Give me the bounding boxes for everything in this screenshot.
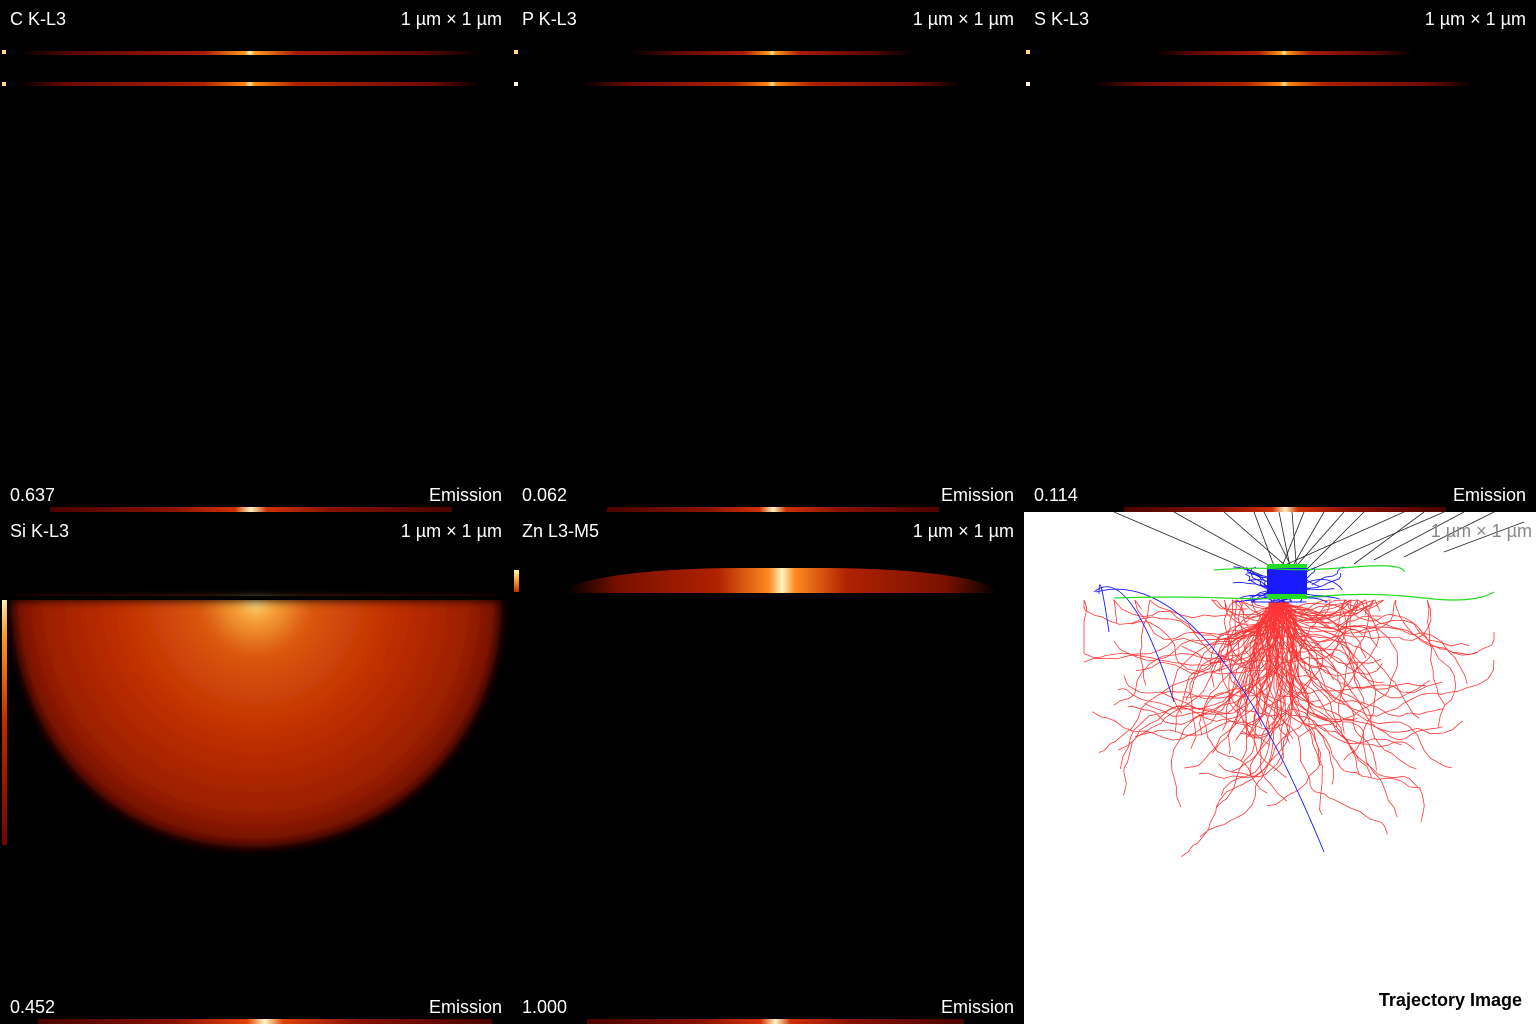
layer-marker xyxy=(1026,82,1030,86)
panel-scale: 1 µm × 1 µm xyxy=(400,9,502,29)
panel-p-k-l3: P K-L3 1 µm × 1 µm 0.062 Emission xyxy=(512,0,1024,512)
emission-layer-stripe xyxy=(1094,82,1474,86)
panel-zn-l3-m5: Zn L3-M5 1 µm × 1 µm 1.000 Emission xyxy=(512,512,1024,1024)
panel-c-k-l3: C K-L3 1 µm × 1 µm 0.637 Emission xyxy=(0,0,512,512)
panel-si-k-l3: Si K-L3 1 µm × 1 µm 0.452 Emissi xyxy=(0,512,512,1024)
panel-max-value: 0.637 xyxy=(10,485,56,505)
colorbar xyxy=(1124,507,1446,512)
colorbar-vertical xyxy=(2,600,7,845)
layer-marker xyxy=(2,82,6,86)
colorbar-vertical xyxy=(514,570,519,592)
panel-title: Zn L3-M5 xyxy=(522,521,600,541)
panel-max-value: 1.000 xyxy=(522,997,568,1017)
interface-marker xyxy=(1267,594,1307,599)
colorbar xyxy=(587,1019,964,1024)
layer-boundaries xyxy=(1113,565,1495,601)
trajectory-plot xyxy=(1083,512,1525,858)
beam-spot xyxy=(1267,567,1307,597)
panel-max-value: 0.114 xyxy=(1034,485,1078,505)
panel-mode: Emission xyxy=(1452,485,1526,505)
interaction-volume xyxy=(0,596,512,847)
emission-layer-stripe xyxy=(20,51,480,55)
panel-mode: Emission xyxy=(940,997,1014,1017)
panel-scale: 1 µm × 1 µm xyxy=(912,521,1014,541)
surface-marker xyxy=(1267,564,1307,568)
layer-marker xyxy=(1026,50,1030,54)
panel-max-value: 0.062 xyxy=(522,485,568,505)
electron-trajectories xyxy=(1083,598,1495,858)
panel-title: Si K-L3 xyxy=(10,521,70,541)
emission-layer-stripe xyxy=(20,82,480,86)
panel-s-k-l3: S K-L3 1 µm × 1 µm 0.114 Emission xyxy=(1024,0,1536,512)
trajectory-title: Trajectory Image xyxy=(1378,990,1522,1010)
panel-scale: 1 µm × 1 µm xyxy=(400,521,502,541)
panel-max-value: 0.452 xyxy=(10,997,56,1017)
panel-scale: 1 µm × 1 µm xyxy=(1430,521,1532,541)
panel-mode: Emission xyxy=(940,485,1014,505)
emission-layer-stripe xyxy=(632,51,912,55)
layer-marker xyxy=(2,50,6,54)
panel-title: C K-L3 xyxy=(10,9,67,29)
panel-title: S K-L3 xyxy=(1034,9,1090,29)
colorbar xyxy=(38,1019,492,1024)
beam-lines xyxy=(1113,512,1525,577)
panel-mode: Emission xyxy=(428,997,502,1017)
panel-mode: Emission xyxy=(428,485,502,505)
panel-scale: 1 µm × 1 µm xyxy=(1424,9,1526,29)
emission-layer-stripe xyxy=(1154,51,1414,55)
colorbar xyxy=(607,507,939,512)
trajectory-panel: 1 µm × 1 µm Trajectory Image xyxy=(1024,512,1536,1024)
colorbar xyxy=(50,507,452,512)
layer-marker xyxy=(514,50,518,54)
panel-title: P K-L3 xyxy=(522,9,577,29)
layer-marker xyxy=(514,82,518,86)
emission-layer-stripe xyxy=(582,82,962,86)
emission-layer-band xyxy=(567,568,997,593)
panel-scale: 1 µm × 1 µm xyxy=(912,9,1014,29)
